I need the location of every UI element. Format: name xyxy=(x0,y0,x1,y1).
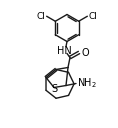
Text: O: O xyxy=(82,47,90,57)
Text: Cl: Cl xyxy=(37,12,46,21)
Text: NH$_2$: NH$_2$ xyxy=(77,77,97,90)
Text: S: S xyxy=(51,83,57,93)
Text: Cl: Cl xyxy=(88,12,97,21)
Text: HN: HN xyxy=(57,45,71,56)
